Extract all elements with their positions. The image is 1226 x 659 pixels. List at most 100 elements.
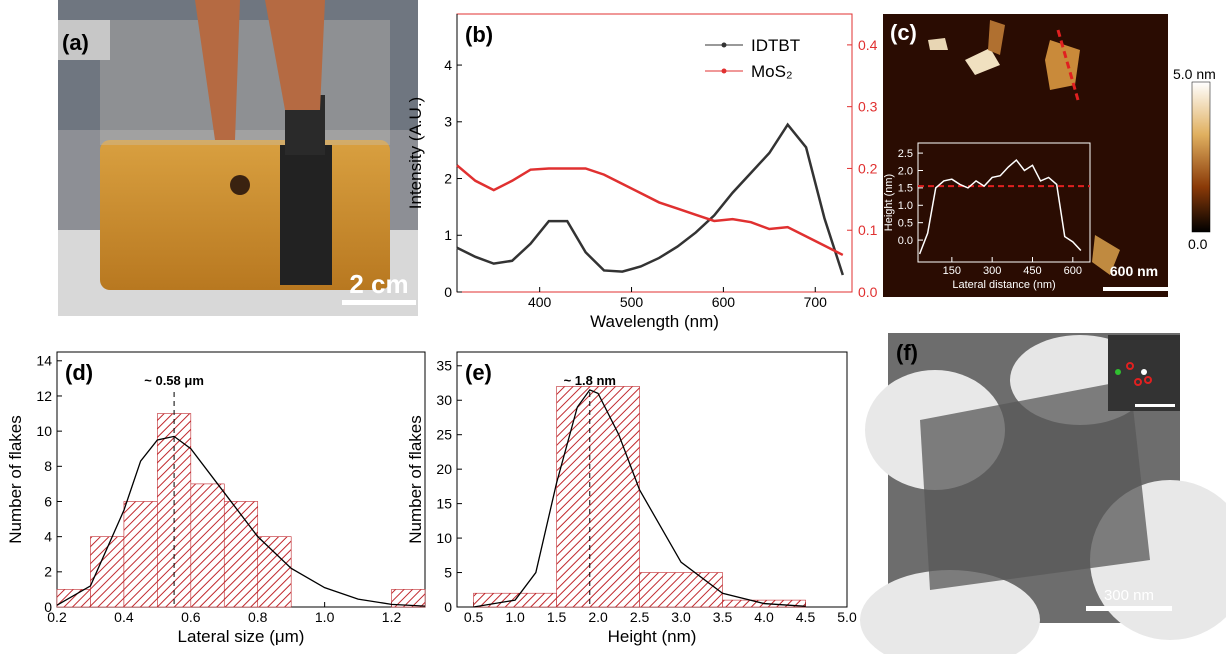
x-tick-label: 600 bbox=[712, 294, 736, 310]
colorbar-min: 0.0 bbox=[1188, 236, 1208, 252]
afm-image: (c) 600 nm 5.0 nm 0.0 bbox=[883, 14, 1216, 297]
y-tick-label: 4 bbox=[444, 57, 452, 73]
x-axis-label: Wavelength (nm) bbox=[590, 312, 719, 331]
y-tick-label: 12 bbox=[36, 388, 52, 404]
y2-tick-label: 0.4 bbox=[858, 37, 878, 53]
plot-area bbox=[456, 351, 848, 608]
y-tick-label: 0 bbox=[444, 284, 452, 300]
y-axis-label: Number of flakes bbox=[406, 415, 425, 544]
y-tick-label: 4 bbox=[44, 529, 52, 545]
line bbox=[456, 164, 844, 257]
y-tick-label: 30 bbox=[436, 392, 452, 408]
y-tick-label: 5 bbox=[444, 564, 452, 580]
x-axis-label: Height (nm) bbox=[608, 627, 697, 646]
bar bbox=[257, 536, 292, 608]
y-tick-label: 1 bbox=[444, 227, 452, 243]
x-tick-label: 5.0 bbox=[837, 609, 857, 625]
annotation: ~ 1.8 nm bbox=[564, 373, 616, 388]
x-tick-label: 0.5 bbox=[464, 609, 484, 625]
panel-label: (e) bbox=[465, 360, 492, 385]
plot-area bbox=[917, 142, 1091, 263]
x-tick-label: 4.0 bbox=[754, 609, 774, 625]
y-tick-label: 35 bbox=[436, 358, 452, 374]
y-tick-label: 2 bbox=[44, 564, 52, 580]
line bbox=[918, 158, 1082, 255]
panel-label: (a) bbox=[62, 30, 89, 55]
y-tick-label: 2 bbox=[444, 170, 452, 186]
legend-marker bbox=[721, 42, 727, 48]
scale-bar-label: 300 nm bbox=[1104, 587, 1154, 604]
y-tick-label: 0 bbox=[444, 599, 452, 615]
panel-label: (c) bbox=[890, 20, 917, 45]
x-tick-label: 2.5 bbox=[630, 609, 650, 625]
legend-label: IDTBT bbox=[751, 36, 800, 55]
y-tick-label: 2.0 bbox=[898, 165, 913, 177]
chart: 400 500 600 700 0 1 2 3 4 0.0 0.1 0.2 0.3 0.4 Waveleng… bbox=[406, 13, 878, 331]
y2-tick-label: 0.2 bbox=[858, 160, 878, 176]
y-tick-label: 14 bbox=[36, 353, 52, 369]
scale-bar-label: 600 nm bbox=[1110, 263, 1158, 279]
y-tick-label: 20 bbox=[436, 461, 452, 477]
x-tick-label: 400 bbox=[528, 294, 552, 310]
legend-label: MoS₂ bbox=[751, 62, 793, 81]
colorbar-max: 5.0 nm bbox=[1173, 66, 1216, 82]
chart: 0.5 1.0 1.5 2.0 2.5 3.0 3.5 4.0 4.5 5.0 0 5 10 15 20 25… bbox=[406, 351, 857, 646]
panel-label: (d) bbox=[65, 360, 93, 385]
y-tick-label: 6 bbox=[44, 493, 52, 509]
y-tick-label: 3 bbox=[444, 114, 452, 130]
y-tick-label: 8 bbox=[44, 458, 52, 474]
fit-curve bbox=[473, 389, 806, 608]
chart: 150 300 450 600 0.0 0.5 1.0 1.5 2.0 2.5 Lateral di… bbox=[883, 142, 1091, 291]
bar bbox=[391, 589, 426, 608]
y-tick-label: 1.0 bbox=[898, 200, 913, 212]
panel-label: (b) bbox=[465, 22, 493, 47]
x-tick-label: 1.0 bbox=[505, 609, 525, 625]
chart: 0.2 0.4 0.6 0.8 1.0 1.2 0 2 4 6 8 10 12 14 Lateral siz… bbox=[6, 351, 426, 646]
y2-tick-label: 0.3 bbox=[858, 99, 878, 115]
x-axis-label: Lateral distance (nm) bbox=[952, 279, 1055, 291]
panel-label: (f) bbox=[896, 340, 918, 365]
y-tick-label: 0.5 bbox=[898, 218, 913, 230]
y-tick-label: 10 bbox=[36, 423, 52, 439]
x-tick-label: 4.5 bbox=[796, 609, 816, 625]
x-tick-label: 1.5 bbox=[547, 609, 567, 625]
bar bbox=[223, 501, 259, 608]
x-tick-label: 3.5 bbox=[713, 609, 733, 625]
bar bbox=[556, 386, 640, 608]
y-tick-label: 10 bbox=[436, 530, 452, 546]
y-tick-label: 2.5 bbox=[898, 148, 913, 160]
y-tick-label: 15 bbox=[436, 496, 452, 512]
y-tick-label: 0 bbox=[44, 599, 52, 615]
tem-image: (f) 300 nm bbox=[860, 333, 1226, 659]
x-tick-label: 2.0 bbox=[588, 609, 608, 625]
x-tick-label: 600 bbox=[1064, 265, 1082, 277]
bar bbox=[56, 589, 91, 608]
y2-tick-label: 0.1 bbox=[858, 222, 878, 238]
x-tick-label: 0.2 bbox=[47, 609, 67, 625]
line bbox=[456, 122, 845, 276]
x-tick-label: 0.4 bbox=[114, 609, 134, 625]
fit-curve bbox=[56, 435, 426, 607]
y-axis-label: Height (nm) bbox=[883, 174, 895, 231]
x-tick-label: 0.8 bbox=[248, 609, 268, 625]
y-tick-label: 1.5 bbox=[898, 183, 913, 195]
x-axis-label: Lateral size (μm) bbox=[178, 627, 305, 646]
bar bbox=[639, 572, 723, 608]
x-tick-label: 150 bbox=[943, 265, 961, 277]
x-tick-label: 700 bbox=[804, 294, 828, 310]
x-tick-label: 450 bbox=[1023, 265, 1041, 277]
y-tick-label: 0.0 bbox=[898, 235, 913, 247]
y-tick-label: 25 bbox=[436, 427, 452, 443]
bar bbox=[123, 501, 158, 608]
scale-bar-label: 2 cm bbox=[349, 269, 408, 299]
x-tick-label: 1.2 bbox=[382, 609, 402, 625]
legend-marker bbox=[721, 68, 727, 74]
y-axis-label: Number of flakes bbox=[6, 415, 25, 544]
x-tick-label: 0.6 bbox=[181, 609, 201, 625]
plot-area bbox=[456, 13, 853, 293]
photo-a: (a) 2 cm bbox=[58, 0, 418, 316]
x-tick-label: 300 bbox=[983, 265, 1001, 277]
annotation: ~ 0.58 μm bbox=[144, 373, 204, 388]
